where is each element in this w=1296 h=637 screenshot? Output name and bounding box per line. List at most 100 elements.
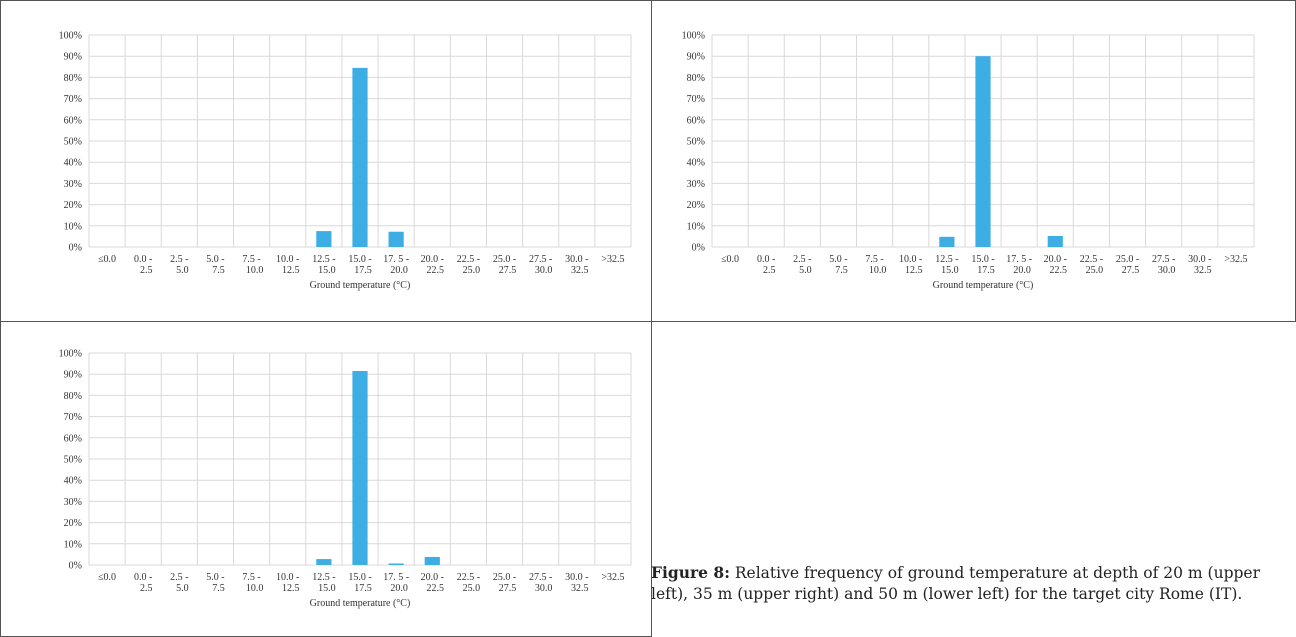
y-tick-label: 80%: [64, 391, 82, 402]
bar: [316, 559, 332, 565]
x-tick-label: 5.0: [176, 583, 189, 594]
x-tick-label: 25.0: [463, 583, 481, 594]
y-tick-label: 70%: [64, 94, 82, 105]
bar: [352, 67, 368, 247]
x-tick-label: 25.0: [1086, 265, 1104, 276]
bar: [388, 231, 404, 247]
x-tick-label: 12.5: [905, 265, 923, 276]
x-tick-label: 15.0 -: [348, 254, 371, 265]
x-tick-label: >32.5: [601, 254, 624, 265]
x-tick-label: 27.5 -: [529, 254, 552, 265]
y-tick-label: 20%: [64, 200, 82, 211]
chart-depth-50m: 0% 10% 20% 30% 40% 50% 60% 70% 80% 90% 100% ≤0.0 0.0…: [59, 349, 632, 609]
y-tick-label: 20%: [687, 200, 705, 211]
x-tick-label: 17. 5 -: [383, 254, 409, 265]
caption-text: Relative frequency of ground temperature…: [651, 564, 1261, 603]
x-tick-label: 25.0 -: [493, 254, 516, 265]
x-tick-label: 15.0 -: [348, 572, 371, 583]
x-tick-label: 2.5 -: [793, 254, 811, 265]
x-tick-label: 20.0: [1013, 265, 1031, 276]
x-tick-label: 2.5 -: [170, 254, 188, 265]
x-tick-label: ≤0.0: [98, 572, 116, 583]
x-tick-label: 5.0: [176, 265, 189, 276]
x-tick-label: 30.0 -: [565, 572, 588, 583]
x-tick-label: >32.5: [601, 572, 624, 583]
caption-label: Figure 8:: [651, 563, 730, 582]
y-tick-label: 30%: [64, 179, 82, 190]
x-tick-label: 0.0 -: [757, 254, 775, 265]
x-tick-label: 22.5: [427, 583, 445, 594]
y-tick-label: 60%: [687, 115, 705, 126]
x-tick-label: 7.5: [212, 265, 225, 276]
x-tick-label: 12.5: [282, 265, 300, 276]
y-tick-label: 40%: [64, 158, 82, 169]
y-tick-label: 10%: [64, 539, 82, 550]
x-tick-label: 2.5: [140, 265, 153, 276]
x-tick-label: 17. 5 -: [383, 572, 409, 583]
x-tick-label: 12.5 -: [312, 254, 335, 265]
x-tick-label: >32.5: [1224, 254, 1247, 265]
x-tick-label: 30.0: [535, 265, 553, 276]
x-tick-label: ≤0.0: [98, 254, 116, 265]
x-axis-title: Ground temperature (°C): [310, 280, 411, 291]
x-tick-label: 22.5 -: [1080, 254, 1103, 265]
x-tick-label: 20.0: [390, 265, 408, 276]
x-tick-label: 5.0 -: [206, 254, 224, 265]
x-tick-label: 20.0 -: [1044, 254, 1067, 265]
y-tick-label: 100%: [682, 31, 705, 42]
x-tick-label: 17.5: [354, 583, 372, 594]
y-tick-label: 10%: [687, 221, 705, 232]
x-tick-label: 0.0 -: [134, 572, 152, 583]
y-tick-label: 30%: [64, 497, 82, 508]
x-tick-label: 10.0: [869, 265, 887, 276]
y-tick-label: 90%: [64, 52, 82, 63]
y-tick-label: 80%: [64, 73, 82, 84]
x-tick-label: 10.0 -: [276, 572, 299, 583]
x-tick-label: 22.5: [1050, 265, 1068, 276]
x-tick-label: 32.5: [1194, 265, 1212, 276]
y-tick-label: 50%: [687, 137, 705, 148]
bar: [352, 371, 368, 565]
x-tick-label: 7.5 -: [242, 254, 260, 265]
y-tick-label: 60%: [64, 115, 82, 126]
x-tick-label: 27.5 -: [1152, 254, 1175, 265]
x-tick-label: 15.0 -: [971, 254, 994, 265]
x-tick-label: 5.0 -: [829, 254, 847, 265]
x-tick-label: 17. 5 -: [1006, 254, 1032, 265]
x-tick-label: 17.5: [977, 265, 995, 276]
y-tick-label: 90%: [64, 370, 82, 381]
x-tick-label: 22.5 -: [457, 254, 480, 265]
x-tick-label: 25.0 -: [1116, 254, 1139, 265]
x-tick-label: 10.0 -: [276, 254, 299, 265]
figure-caption: Figure 8: Relative frequency of ground t…: [651, 562, 1291, 605]
x-tick-label: 20.0: [390, 583, 408, 594]
y-tick-label: 40%: [687, 158, 705, 169]
x-tick-label: 7.5: [835, 265, 848, 276]
x-tick-label: 30.0 -: [565, 254, 588, 265]
x-tick-label: 17.5: [354, 265, 372, 276]
x-tick-label: 5.0: [799, 265, 812, 276]
y-tick-label: 90%: [687, 52, 705, 63]
y-tick-label: 100%: [59, 349, 82, 360]
x-tick-label: 27.5 -: [529, 572, 552, 583]
bar: [316, 231, 332, 247]
chart-depth-35m: 0% 10% 20% 30% 40% 50% 60% 70% 80% 90% 100% ≤0.0 0.0…: [682, 31, 1255, 291]
y-tick-label: 60%: [64, 433, 82, 444]
bar: [1047, 235, 1063, 247]
x-tick-label: 10.0: [246, 265, 264, 276]
bar: [939, 236, 955, 247]
y-tick-label: 80%: [687, 73, 705, 84]
x-tick-label: 2.5 -: [170, 572, 188, 583]
x-tick-label: 20.0 -: [421, 572, 444, 583]
x-tick-label: 22.5 -: [457, 572, 480, 583]
x-tick-label: 2.5: [763, 265, 776, 276]
x-tick-label: 32.5: [571, 583, 589, 594]
x-tick-label: 30.0: [535, 583, 553, 594]
x-tick-label: 12.5 -: [935, 254, 958, 265]
x-tick-label: 7.5 -: [865, 254, 883, 265]
y-tick-label: 20%: [64, 518, 82, 529]
y-tick-label: 50%: [64, 137, 82, 148]
x-tick-label: 27.5: [499, 265, 517, 276]
